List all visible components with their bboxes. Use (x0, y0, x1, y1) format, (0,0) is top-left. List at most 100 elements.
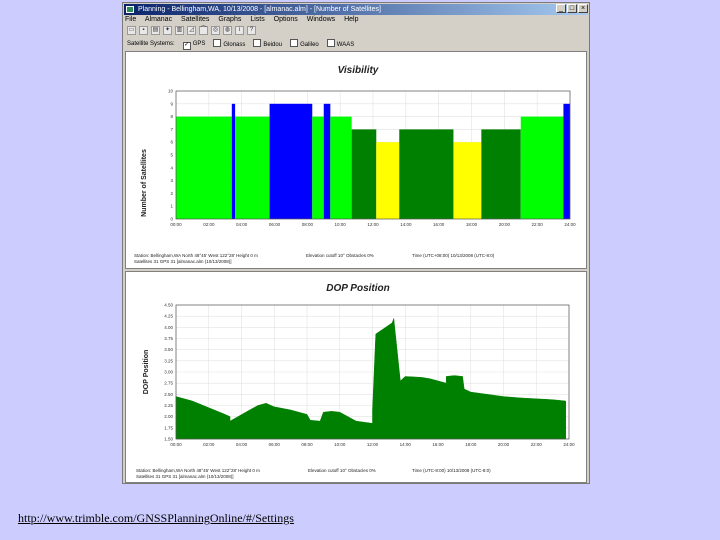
satellite-icon[interactable]: ✦ (163, 26, 172, 35)
help-icon[interactable]: ? (247, 26, 256, 35)
visibility-bar (376, 142, 400, 219)
x-tick-label: 10:00 (334, 442, 346, 447)
y-tick-label: 3 (170, 178, 173, 183)
y-tick-label: 3.00 (164, 370, 173, 375)
world-icon[interactable]: ◍ (223, 26, 232, 35)
x-tick-label: 08:00 (302, 222, 314, 227)
window-title: Planning - Bellingham,WA, 10/13/2008 - [… (138, 6, 381, 13)
y-tick-label: 3.75 (164, 336, 173, 341)
plot-icon[interactable]: ▥ (175, 26, 184, 35)
visibility-bar (330, 116, 352, 219)
x-tick-label: 02:00 (203, 442, 215, 447)
close-icon[interactable]: × (578, 4, 588, 13)
x-tick-label: 00:00 (170, 222, 182, 227)
plot-frame (175, 304, 570, 440)
visibility-bar (231, 103, 236, 219)
satellite-count-info: Satellites 31 GPS 31 [almanac.alm (10/13… (136, 474, 234, 479)
menu-bar: File Almanac Satellites Graphs Lists Opt… (125, 15, 587, 25)
y-tick-label: 2.00 (164, 414, 173, 419)
waas-checkbox[interactable]: WAAS (326, 39, 354, 49)
y-tick-label: 1.75 (164, 425, 173, 430)
y-tick-label: 1.50 (164, 437, 173, 442)
menu-satellites[interactable]: Satellites (181, 16, 210, 23)
cutoff-info: Elevation cutoff 10° Obstacles 0% (308, 468, 376, 473)
y-tick-label: 5 (170, 153, 173, 158)
y-tick-label: 1 (170, 204, 173, 209)
window-controls: _ □ × (556, 4, 588, 13)
skyplot-icon[interactable]: ◎ (211, 26, 220, 35)
maximize-icon[interactable]: □ (567, 4, 577, 13)
visibility-bar (520, 116, 564, 219)
filter-label: Satellite Systems: (127, 41, 175, 47)
menu-lists[interactable]: Lists (250, 16, 265, 23)
menu-graphs[interactable]: Graphs (218, 16, 242, 23)
dop-chart: DOP Position DOP Position 1.50 1.75 2.00 2.… (143, 283, 575, 447)
x-tick-label: 12:00 (367, 442, 379, 447)
x-tick-label: 22:00 (531, 442, 543, 447)
visibility-bar (176, 116, 232, 219)
y-tick-label: 2.25 (164, 403, 173, 408)
title-bar: Planning - Bellingham,WA, 10/13/2008 - [… (124, 4, 588, 15)
y-tick-label: 8 (170, 114, 173, 119)
menu-file[interactable]: File (125, 16, 137, 23)
x-tick-label: 18:00 (465, 442, 477, 447)
visibility-bar (481, 129, 521, 219)
visibility-bar (312, 116, 324, 219)
visibility-bar (399, 129, 454, 219)
y-tick-label: 0 (170, 217, 173, 222)
satellite-system-filter: Satellite Systems: ✓ GPS Glonass Beidou G… (127, 39, 354, 50)
chart-title: Visibility (338, 65, 379, 76)
check-icon[interactable]: ✓ (182, 42, 191, 50)
y-tick-label: 3.25 (164, 358, 173, 363)
app-window: Planning - Bellingham,WA, 10/13/2008 - [… (122, 2, 590, 484)
x-tick-label: 24:00 (564, 222, 576, 227)
visibility-bar (323, 103, 331, 219)
y-tick-label: 6 (170, 140, 173, 145)
menu-help[interactable]: Help (344, 16, 359, 23)
beidou-checkbox[interactable]: Beidou (253, 39, 282, 49)
y-tick-label: 4 (170, 165, 173, 170)
y-tick-label: 9 (170, 101, 173, 106)
dop-icon[interactable]: ◿ (187, 26, 196, 35)
x-tick-label: 02:00 (203, 222, 215, 227)
glonass-checkbox[interactable]: Glonass (213, 39, 245, 49)
x-tick-label: 20:00 (499, 222, 511, 227)
menu-options[interactable]: Options (273, 16, 298, 23)
visibility-chart: Visibility Number of Satellites 0 1 2 3 4 5 6 7… (141, 65, 576, 227)
x-tick-label: 14:00 (400, 442, 412, 447)
station-info: Station: Bellingham,WA North 48°45' West… (134, 253, 258, 258)
plot-frame (175, 90, 571, 220)
satellite-count-info: Satellites 31 GPS 31 [almanac.alm (10/13… (134, 259, 232, 264)
visibility-bar (453, 142, 482, 219)
x-tick-label: 22:00 (532, 222, 544, 227)
minimize-icon[interactable]: _ (556, 4, 566, 13)
galileo-checkbox[interactable]: Galileo (290, 39, 319, 49)
toolbar: ▭ ▪ ▤ ✦ ▥ ◿ ⌒ ◎ ◍ i ? (127, 26, 256, 37)
menu-almanac[interactable]: Almanac (144, 16, 173, 23)
x-tick-label: 00:00 (170, 442, 182, 447)
x-tick-label: 04:00 (236, 442, 248, 447)
y-tick-label: 4.50 (164, 303, 173, 308)
time-info: Time (UTC-8:00) 10/13/2008 (UTC-8:0) (412, 468, 491, 473)
info-icon[interactable]: i (235, 26, 244, 35)
menu-windows[interactable]: Windows (306, 16, 336, 23)
elevation-icon[interactable]: ⌒ (199, 26, 208, 35)
x-tick-label: 06:00 (269, 222, 281, 227)
x-tick-label: 14:00 (400, 222, 412, 227)
y-tick-label: 4.00 (164, 325, 173, 330)
dop-area (175, 318, 566, 440)
cutoff-info: Elevation cutoff 10° Obstacles 0% (306, 253, 374, 258)
open-icon[interactable]: ▭ (127, 26, 136, 35)
chart-title: DOP Position (326, 283, 390, 294)
print-icon[interactable]: ▤ (151, 26, 160, 35)
y-tick-label: 10 (168, 89, 174, 94)
source-link[interactable]: http://www.trimble.com/GNSSPlanningOnlin… (18, 511, 294, 525)
y-tick-label: 7 (170, 127, 173, 132)
save-icon[interactable]: ▪ (139, 26, 148, 35)
x-tick-label: 08:00 (301, 442, 313, 447)
station-info: Station: Bellingham,WA North 48°45' West… (136, 468, 260, 473)
x-tick-label: 16:00 (433, 222, 445, 227)
gps-checkbox[interactable]: ✓ GPS (182, 41, 206, 50)
time-info: Time (UTC+08:00) 10/13/2008 (UTC-8:0) (412, 253, 495, 258)
y-axis-label: Number of Satellites (141, 149, 148, 217)
